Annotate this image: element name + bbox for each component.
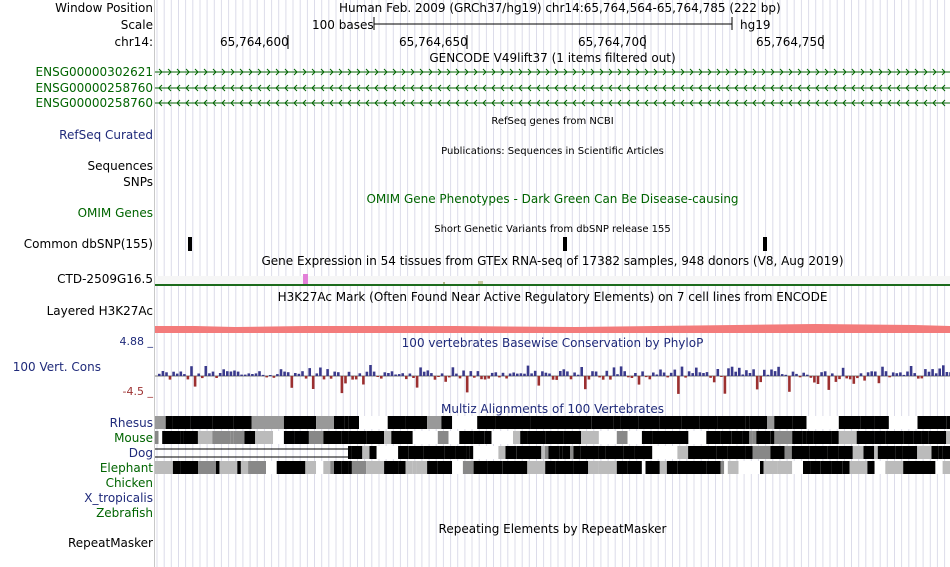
scale-bar bbox=[373, 17, 733, 30]
track-labels-column: Window Position Scale chr14: ENSG0000030… bbox=[0, 0, 155, 567]
dbsnp-variant-1 bbox=[188, 237, 192, 251]
gencode-gene-label-3[interactable]: ENSG00000258760 bbox=[35, 96, 153, 110]
ruler-tick-label-3: 65,764,700 bbox=[578, 35, 647, 49]
window-position-label: Window Position bbox=[55, 1, 153, 15]
ruler-tick-label-4: 65,764,750 bbox=[756, 35, 825, 49]
gtex-track bbox=[155, 274, 950, 286]
snps-track-label[interactable]: SNPs bbox=[123, 175, 153, 189]
track-area[interactable]: Human Feb. 2009 (GRCh37/hg19) chr14:65,7… bbox=[155, 0, 950, 567]
gtex-track-title: Gene Expression in 54 tissues from GTEx … bbox=[261, 254, 844, 268]
dbsnp-marks bbox=[188, 237, 767, 251]
multiz-alignment-rows bbox=[155, 416, 950, 474]
gencode-gene-label-2[interactable]: ENSG00000258760 bbox=[35, 81, 153, 95]
conservation-bars bbox=[158, 365, 950, 394]
species-label-elephant[interactable]: Elephant bbox=[99, 461, 153, 475]
assembly-text: hg19 bbox=[740, 18, 771, 32]
refseq-track-label[interactable]: RefSeq Curated bbox=[59, 128, 153, 142]
h3k27ac-signal bbox=[155, 324, 950, 333]
omim-track-label[interactable]: OMIM Genes bbox=[77, 206, 153, 220]
gencode-gene-lines bbox=[155, 68, 950, 107]
conservation-track-label[interactable]: 100 Vert. Cons bbox=[12, 360, 101, 374]
publications-track-label[interactable]: Sequences bbox=[87, 159, 153, 173]
dbsnp-variant-3 bbox=[763, 237, 767, 251]
label-divider bbox=[154, 0, 155, 567]
conservation-max-value: 4.88 _ bbox=[119, 335, 154, 348]
window-position-text: Human Feb. 2009 (GRCh37/hg19) chr14:65,7… bbox=[339, 1, 781, 15]
refseq-track-title: RefSeq genes from NCBI bbox=[491, 116, 614, 127]
publications-track-title: Publications: Sequences in Scientific Ar… bbox=[441, 146, 664, 157]
species-label-mouse[interactable]: Mouse bbox=[114, 431, 153, 445]
ruler-tick-label-2: 65,764,650 bbox=[399, 35, 468, 49]
species-label-x-tropicalis[interactable]: X_tropicalis bbox=[84, 491, 153, 505]
ruler-tick-label-1: 65,764,600 bbox=[220, 35, 289, 49]
dbsnp-track-label[interactable]: Common dbSNP(155) bbox=[23, 237, 153, 251]
species-label-zebrafish[interactable]: Zebrafish bbox=[96, 506, 153, 520]
gencode-track-title: GENCODE V49lift37 (1 items filtered out) bbox=[429, 51, 676, 65]
scale-text: 100 bases bbox=[312, 18, 374, 32]
repeatmasker-track-title: Repeating Elements by RepeatMasker bbox=[438, 522, 667, 536]
species-label-chicken[interactable]: Chicken bbox=[105, 476, 153, 490]
conservation-track-title: 100 vertebrates Basewise Conservation by… bbox=[401, 336, 704, 350]
conservation-min-value: -4.5 _ bbox=[122, 385, 153, 398]
chromosome-label: chr14: bbox=[114, 35, 153, 49]
omim-track-title: OMIM Gene Phenotypes - Dark Green Can Be… bbox=[366, 192, 739, 206]
h3k27ac-track-title: H3K27Ac Mark (Often Found Near Active Re… bbox=[277, 290, 828, 304]
multiz-track-title: Multiz Alignments of 100 Vertebrates bbox=[440, 402, 665, 416]
repeatmasker-track-label[interactable]: RepeatMasker bbox=[67, 536, 153, 550]
dbsnp-variant-2 bbox=[563, 237, 567, 251]
species-label-rhesus[interactable]: Rhesus bbox=[109, 416, 153, 430]
tracks-canvas bbox=[155, 0, 950, 567]
gtex-track-label[interactable]: CTD-2509G16.5 bbox=[57, 272, 153, 286]
scale-label: Scale bbox=[120, 18, 153, 32]
dbsnp-track-title: Short Genetic Variants from dbSNP releas… bbox=[434, 224, 671, 235]
gencode-gene-label-1[interactable]: ENSG00000302621 bbox=[35, 65, 153, 79]
h3k27ac-track-label[interactable]: Layered H3K27Ac bbox=[46, 304, 153, 318]
species-label-dog[interactable]: Dog bbox=[128, 446, 153, 460]
gtex-expression-bar bbox=[303, 274, 308, 284]
ruler-ticks bbox=[287, 35, 824, 49]
